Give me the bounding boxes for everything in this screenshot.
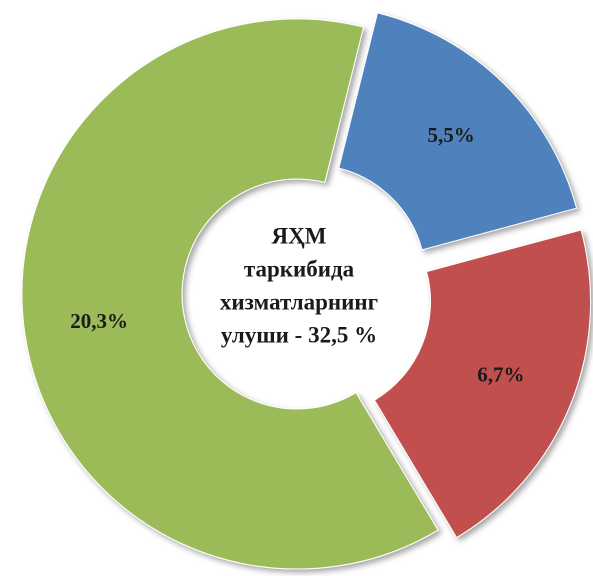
value-label: 6,7% [477, 362, 524, 386]
labels: 5,5% 6,7% 20,3% ЯҲМ таркибида хизматларнинг ул… [70, 123, 524, 387]
donut-slice [373, 229, 592, 539]
slices [21, 12, 592, 570]
value-label: 20,3% [70, 309, 128, 333]
center-text: улуши - 32,5 % [221, 322, 377, 347]
donut-slice [338, 12, 578, 251]
value-label: 5,5% [427, 123, 474, 147]
center-text: хизматларнинг [220, 289, 378, 314]
center-text: ЯҲМ [272, 223, 327, 248]
center-text: таркибида [244, 256, 355, 281]
donut-slice [21, 18, 439, 570]
